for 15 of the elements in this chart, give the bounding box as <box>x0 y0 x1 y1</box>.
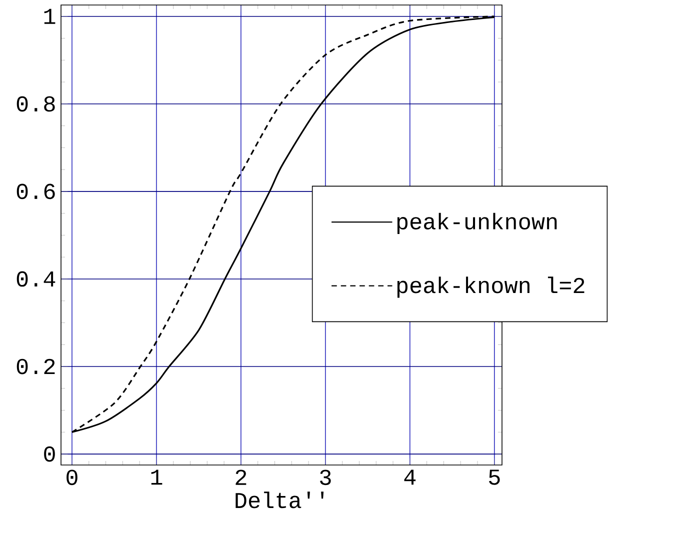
y-tick-label: 0.8 <box>16 96 55 112</box>
y-tick-label: 0.2 <box>16 358 55 374</box>
x-tick-label: 1 <box>151 470 162 485</box>
x-tick-label: 0 <box>66 470 78 486</box>
y-tick-label: 0.6 <box>16 184 55 200</box>
x-tick-label: 5 <box>489 470 500 485</box>
x-tick-label: 3 <box>320 470 331 486</box>
x-tick-label: 4 <box>404 470 416 485</box>
y-tick-label: 1 <box>44 8 56 24</box>
legend-label: peak-unknown <box>397 212 557 234</box>
x-axis-title: Delta'' <box>236 492 324 508</box>
legend-label: peak-known l=2 <box>397 276 584 298</box>
x-tick-label: 2 <box>236 470 246 485</box>
y-tick-label: 0.4 <box>16 271 56 287</box>
y-tick-label: 0 <box>44 446 55 462</box>
